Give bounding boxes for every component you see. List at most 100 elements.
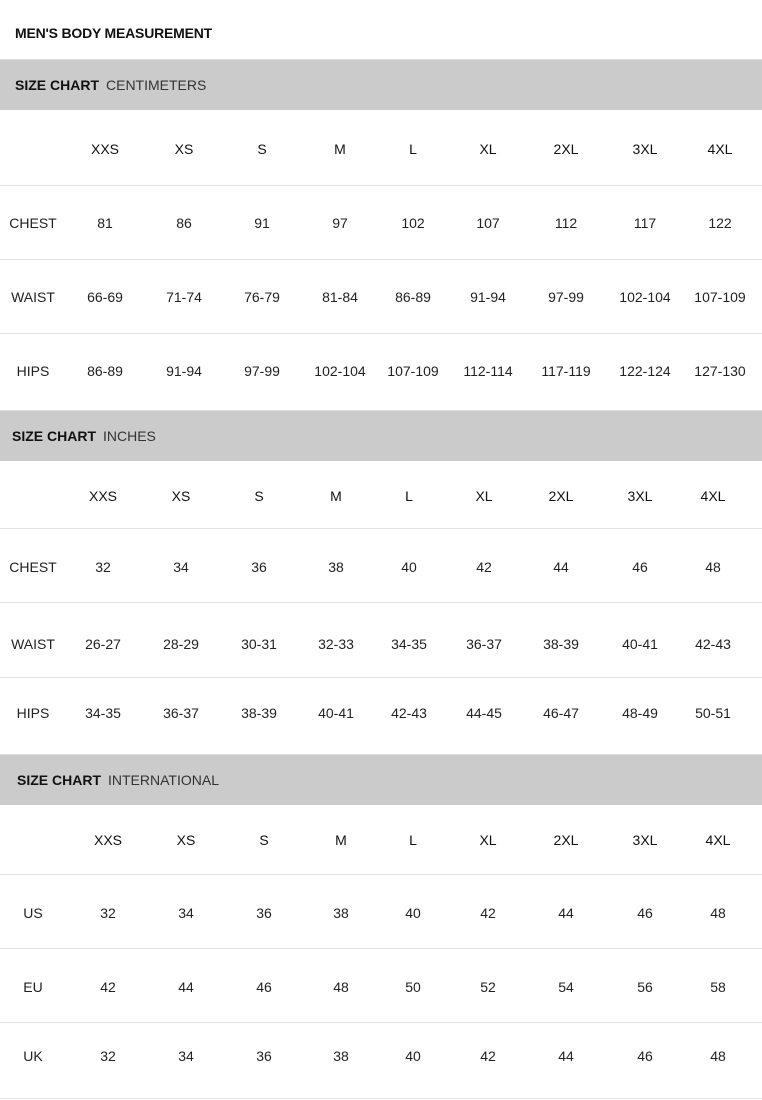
- size-column-header: L: [409, 141, 417, 157]
- table-cell: 30-31: [241, 636, 277, 652]
- row-divider: [0, 948, 762, 949]
- table-cell: 91: [254, 215, 270, 231]
- table-cell: 36-37: [163, 705, 199, 721]
- section-header-band: SIZE CHART INCHES: [0, 410, 762, 461]
- table-cell: 107-109: [387, 363, 439, 379]
- row-divider: [0, 874, 762, 875]
- table-cell: 102-104: [619, 289, 671, 305]
- table-cell: 117: [633, 215, 657, 231]
- table-cell: 38-39: [241, 705, 277, 721]
- table-cell: 50: [405, 979, 421, 995]
- section-label: SIZE CHART: [17, 772, 101, 788]
- table-cell: 107-109: [694, 289, 746, 305]
- size-column-header: M: [330, 488, 342, 504]
- row-divider: [0, 333, 762, 334]
- table-cell: 42: [476, 559, 492, 575]
- size-column-header: M: [335, 832, 347, 848]
- table-cell: 48: [705, 559, 721, 575]
- size-column-header: XL: [479, 141, 497, 157]
- table-cell: 46: [632, 559, 648, 575]
- table-cell: 56: [637, 979, 653, 995]
- row-divider: [0, 1022, 762, 1023]
- section-header-band: SIZE CHART INTERNATIONAL: [0, 754, 762, 805]
- table-cell: 36-37: [466, 636, 502, 652]
- row-divider: [0, 528, 762, 529]
- table-cell: 40: [405, 905, 421, 921]
- row-divider: [0, 602, 762, 603]
- row-label: US: [23, 905, 43, 921]
- size-column-header: XS: [176, 832, 196, 848]
- table-cell: 34-35: [85, 705, 121, 721]
- page-title: MEN'S BODY MEASUREMENT: [15, 25, 213, 41]
- table-cell: 38: [333, 905, 349, 921]
- table-cell: 50-51: [695, 705, 731, 721]
- table-cell: 42-43: [391, 705, 427, 721]
- table-cell: 97: [332, 215, 348, 231]
- table-cell: 86-89: [395, 289, 431, 305]
- table-cell: 54: [558, 979, 574, 995]
- table-cell: 44-45: [466, 705, 502, 721]
- table-cell: 34-35: [391, 636, 427, 652]
- table-cell: 66-69: [87, 289, 123, 305]
- row-label: UK: [23, 1048, 43, 1064]
- table-cell: 38: [328, 559, 344, 575]
- section-unit: INCHES: [103, 428, 156, 444]
- size-column-header: 4XL: [707, 141, 733, 157]
- size-column-header: XS: [174, 141, 194, 157]
- table-cell: 81: [97, 215, 113, 231]
- row-divider: [0, 185, 762, 186]
- size-column-header: M: [334, 141, 346, 157]
- table-cell: 36: [251, 559, 267, 575]
- size-column-header: 4XL: [700, 488, 726, 504]
- table-cell: 122: [708, 215, 732, 231]
- section-header-band: SIZE CHART CENTIMETERS: [0, 59, 762, 110]
- table-cell: 32: [100, 905, 116, 921]
- table-cell: 36: [256, 905, 272, 921]
- table-cell: 76-79: [244, 289, 280, 305]
- table-cell: 42: [480, 905, 496, 921]
- table-cell: 52: [480, 979, 496, 995]
- table-cell: 46: [637, 905, 653, 921]
- size-column-header: XXS: [93, 832, 123, 848]
- table-cell: 26-27: [85, 636, 121, 652]
- table-cell: 34: [178, 905, 194, 921]
- row-divider: [0, 677, 762, 678]
- size-column-header: 3XL: [627, 488, 653, 504]
- size-column-header: 3XL: [632, 832, 658, 848]
- table-cell: 44: [178, 979, 194, 995]
- table-cell: 48-49: [622, 705, 658, 721]
- table-cell: 48: [333, 979, 349, 995]
- section-unit: CENTIMETERS: [106, 77, 207, 93]
- table-cell: 86-89: [87, 363, 123, 379]
- section-unit: INTERNATIONAL: [108, 772, 219, 788]
- table-cell: 40: [401, 559, 417, 575]
- table-cell: 102: [401, 215, 425, 231]
- table-cell: 117-119: [541, 363, 591, 379]
- table-cell: 36: [256, 1048, 272, 1064]
- size-column-header: L: [405, 488, 413, 504]
- table-cell: 40: [405, 1048, 421, 1064]
- table-cell: 107: [476, 215, 500, 231]
- table-cell: 97-99: [548, 289, 584, 305]
- table-cell: 40-41: [318, 705, 354, 721]
- row-label: HIPS: [16, 363, 50, 379]
- table-cell: 46-47: [543, 705, 579, 721]
- size-column-header: XL: [479, 832, 497, 848]
- table-cell: 42: [100, 979, 116, 995]
- table-cell: 58: [710, 979, 726, 995]
- section-label: SIZE CHART: [12, 428, 96, 444]
- table-cell: 127-130: [694, 363, 746, 379]
- table-cell: 122-124: [619, 363, 671, 379]
- size-column-header: XXS: [88, 488, 118, 504]
- table-cell: 42: [480, 1048, 496, 1064]
- table-cell: 102-104: [314, 363, 366, 379]
- table-cell: 48: [710, 905, 726, 921]
- size-column-header: XS: [171, 488, 191, 504]
- row-label: EU: [23, 979, 43, 995]
- table-cell: 44: [558, 1048, 574, 1064]
- row-label: HIPS: [16, 705, 50, 721]
- size-column-header: 3XL: [632, 141, 658, 157]
- table-cell: 46: [637, 1048, 653, 1064]
- size-column-header: S: [257, 141, 267, 157]
- table-cell: 38: [333, 1048, 349, 1064]
